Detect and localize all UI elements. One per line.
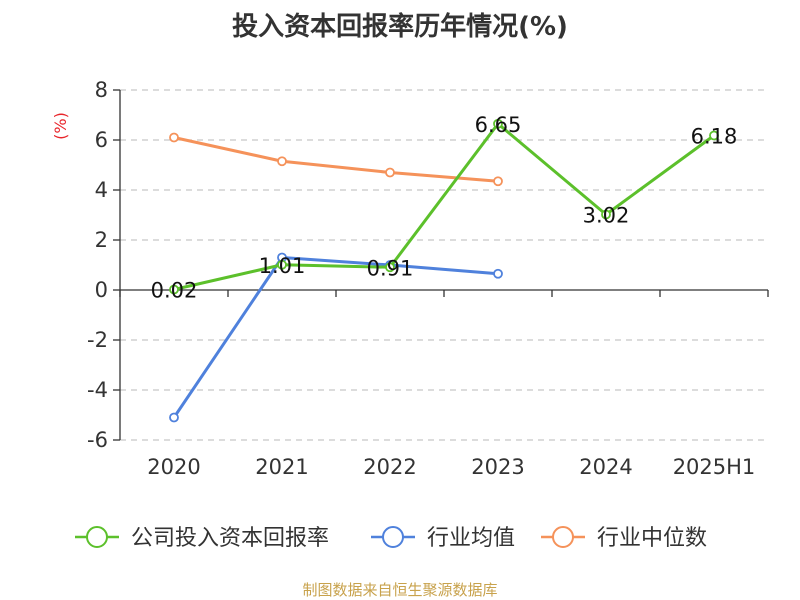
series-line — [173, 122, 715, 291]
y-axis-label: (%) — [51, 112, 70, 140]
chart-title: 投入资本回报率历年情况(%) — [232, 12, 568, 42]
legend-item[interactable]: 公司投入资本回报率 — [75, 526, 329, 551]
data-label: 6.18 — [691, 125, 738, 149]
data-point — [385, 167, 395, 178]
legend[interactable]: 公司投入资本回报率 行业均值 行业中位数 — [75, 526, 707, 551]
x-tick-label: 2024 — [579, 455, 632, 479]
series-line — [173, 136, 499, 183]
data-point — [385, 262, 395, 273]
legend-label: 行业均值 — [427, 526, 515, 551]
y-tick-label: -2 — [87, 328, 108, 352]
legend-marker — [86, 526, 108, 548]
legend-marker — [552, 526, 574, 548]
data-point — [277, 259, 287, 270]
legend-item[interactable]: 行业中位数 — [541, 526, 707, 551]
data-label: 0.91 — [367, 256, 414, 280]
x-tick-label: 2020 — [147, 455, 200, 479]
data-point — [493, 118, 503, 129]
axes: -6 -4 -2 0 2 4 6 8 2020 2021 2022 2023 2024 2025H1 — [87, 78, 769, 479]
y-tick-label: 6 — [95, 128, 108, 152]
data-point — [601, 209, 611, 220]
series-line — [172, 256, 499, 419]
x-tick-label: 2025H1 — [673, 455, 756, 479]
data-point — [709, 130, 719, 141]
legend-item[interactable]: 行业均值 — [371, 526, 515, 551]
x-tick-label: 2023 — [471, 455, 524, 479]
data-point — [169, 412, 179, 423]
y-tick-label: -4 — [87, 378, 108, 402]
legend-marker — [382, 526, 404, 548]
legend-label: 行业中位数 — [597, 526, 707, 551]
x-tick-label: 2021 — [255, 455, 308, 479]
x-tick-label: 2022 — [363, 455, 416, 479]
grid-lines — [120, 89, 768, 441]
source-note: 制图数据来自恒生聚源数据库 — [302, 581, 497, 599]
data-label: 3.02 — [583, 204, 630, 228]
y-tick-label: 4 — [95, 178, 108, 202]
y-tick-label: 8 — [95, 78, 108, 102]
y-tick-label: 0 — [95, 278, 108, 302]
data-point — [493, 268, 503, 279]
legend-label: 公司投入资本回报率 — [131, 526, 329, 551]
data-label: 1.01 — [259, 254, 306, 278]
data-label: 6.65 — [475, 113, 522, 137]
y-tick-label: 2 — [95, 228, 108, 252]
data-point — [169, 284, 179, 295]
y-tick-label: -6 — [87, 428, 108, 452]
data-point — [277, 156, 287, 167]
data-label: 0.02 — [151, 279, 198, 303]
series-lines — [169, 118, 719, 423]
data-labels: 0.02 1.01 0.91 6.65 3.02 6.18 — [151, 113, 738, 303]
data-point — [169, 132, 179, 143]
data-point — [493, 176, 503, 187]
